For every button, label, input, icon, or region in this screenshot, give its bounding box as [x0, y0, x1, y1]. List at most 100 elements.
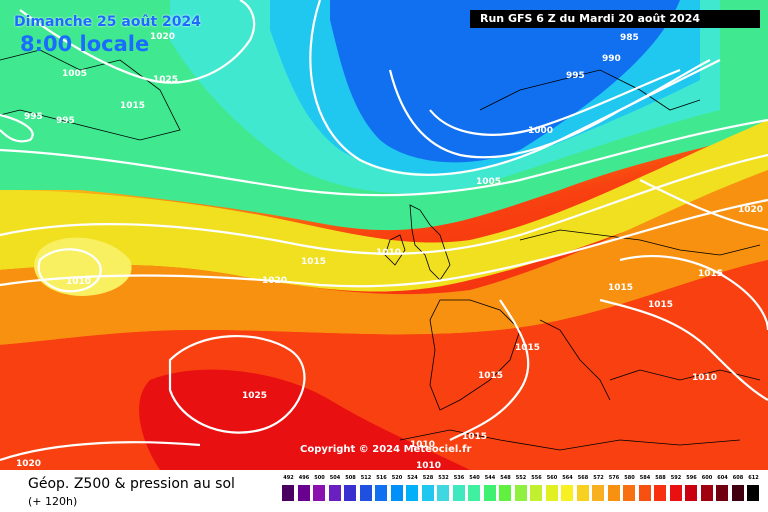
pressure-label: 1010 — [410, 440, 435, 450]
legend-tick: 596 — [686, 475, 697, 481]
pressure-label: 1015 — [648, 300, 673, 310]
legend-swatch — [685, 485, 697, 501]
legend-swatch — [607, 485, 620, 501]
pressure-label: 1000 — [528, 126, 553, 136]
map-title: Géop. Z500 & pression au sol — [28, 476, 235, 492]
pressure-label: 1020 — [150, 32, 175, 42]
legend-tick: 612 — [748, 475, 759, 481]
legend-swatch — [623, 485, 635, 501]
forecast-date: Dimanche 25 août 2024 — [14, 14, 201, 30]
legend-swatch — [514, 485, 527, 501]
pressure-label: 1010 — [692, 373, 717, 383]
legend-tick: 504 — [329, 475, 341, 481]
pressure-label: 1015 — [120, 101, 145, 111]
pressure-label: 1015 — [462, 432, 487, 442]
legend-tick: 588 — [655, 475, 666, 481]
legend-swatch — [654, 485, 666, 501]
pressure-label: 1020 — [16, 459, 41, 469]
legend-tick: 584 — [639, 475, 651, 481]
pressure-label: 1010 — [66, 277, 91, 287]
legend-tick: 600 — [701, 475, 713, 481]
legend-tick: 524 — [407, 475, 418, 481]
legend-swatch — [499, 485, 511, 501]
legend-tick: 552 — [515, 475, 527, 481]
forecast-time: 8:00 locale — [20, 32, 150, 56]
z500-band-darkred — [139, 369, 470, 470]
pressure-label: 1025 — [242, 391, 267, 401]
legend-tick: 572 — [593, 475, 604, 481]
pressure-label: 1015 — [301, 257, 326, 267]
legend-tick: 564 — [562, 475, 573, 481]
pressure-label: 985 — [620, 33, 639, 43]
legend-swatch — [452, 485, 465, 501]
pressure-label: 1025 — [153, 75, 178, 85]
pressure-label: 990 — [602, 54, 621, 64]
legend-swatch — [561, 485, 573, 501]
legend-swatch — [700, 485, 713, 501]
legend-tick: 536 — [453, 475, 465, 481]
legend-swatch — [747, 485, 759, 501]
legend-tick: 516 — [376, 475, 387, 481]
pressure-label: 995 — [56, 116, 75, 126]
legend-swatch — [297, 485, 310, 501]
legend-tick: 512 — [360, 475, 372, 481]
pressure-label: 1015 — [698, 269, 723, 279]
legend-swatch — [406, 485, 418, 501]
map-subtitle: (+ 120h) — [28, 495, 78, 508]
legend-swatch — [375, 485, 387, 501]
pressure-label: 1005 — [62, 69, 87, 79]
legend-swatch — [576, 485, 589, 501]
legend-tick: 528 — [422, 475, 434, 481]
legend-swatch — [328, 485, 341, 501]
legend-tick: 496 — [298, 475, 310, 481]
legend-tick: 540 — [469, 475, 480, 481]
legend-swatch — [530, 485, 542, 501]
pressure-label: 995 — [24, 112, 43, 122]
legend-swatch — [669, 485, 682, 501]
model-run-label: Run GFS 6 Z du Mardi 20 août 2024 — [470, 10, 760, 28]
pressure-label: 1015 — [608, 283, 633, 293]
pressure-label: 1015 — [515, 343, 540, 353]
legend-swatch — [344, 485, 356, 501]
legend-tick: 604 — [717, 475, 728, 481]
legend-swatch — [638, 485, 651, 501]
legend-tick: 560 — [546, 475, 558, 481]
legend-tick: 592 — [670, 475, 682, 481]
pressure-label: 995 — [566, 71, 585, 81]
z500-band-blue — [330, 0, 680, 163]
z500-band-orange — [0, 170, 768, 345]
pressure-labels: 1020 1005 1025 1015 995 995 1010 1020 10… — [16, 32, 763, 470]
pressure-label: 1015 — [478, 371, 503, 381]
legend-tick: 500 — [314, 475, 325, 481]
legend-swatch — [437, 485, 449, 501]
legend-swatch — [359, 485, 372, 501]
legend-tick: 520 — [391, 475, 403, 481]
pressure-label: 1020 — [738, 205, 763, 215]
legend-tick: 544 — [484, 475, 496, 481]
legend-swatch — [592, 485, 604, 501]
legend-tick: 556 — [531, 475, 542, 481]
z500-band-yellow-blob — [34, 237, 132, 296]
copyright-notice: Copyright © 2024 Meteociel.fr — [300, 444, 472, 455]
z500-band-yellow — [0, 120, 768, 292]
pressure-label: 1010 — [376, 248, 401, 258]
legend-swatch — [468, 485, 480, 501]
legend-tick: 568 — [577, 475, 589, 481]
legend-tick: 532 — [438, 475, 449, 481]
legend-tick: 508 — [345, 475, 356, 481]
legend-swatch — [390, 485, 403, 501]
legend-swatch — [731, 485, 744, 501]
legend-tick: 576 — [608, 475, 620, 481]
legend-swatch — [545, 485, 558, 501]
legend-swatch — [282, 485, 294, 501]
legend-swatch — [313, 485, 325, 501]
pressure-label: 1020 — [262, 276, 287, 286]
legend-swatch — [483, 485, 496, 501]
legend-tick: 608 — [732, 475, 744, 481]
isobars — [0, 0, 768, 460]
legend-swatch — [716, 485, 728, 501]
pressure-label: 1005 — [476, 177, 501, 187]
pressure-label: 1010 — [416, 461, 441, 470]
weather-map: 1020 1005 1025 1015 995 995 1010 1020 10… — [0, 0, 768, 470]
